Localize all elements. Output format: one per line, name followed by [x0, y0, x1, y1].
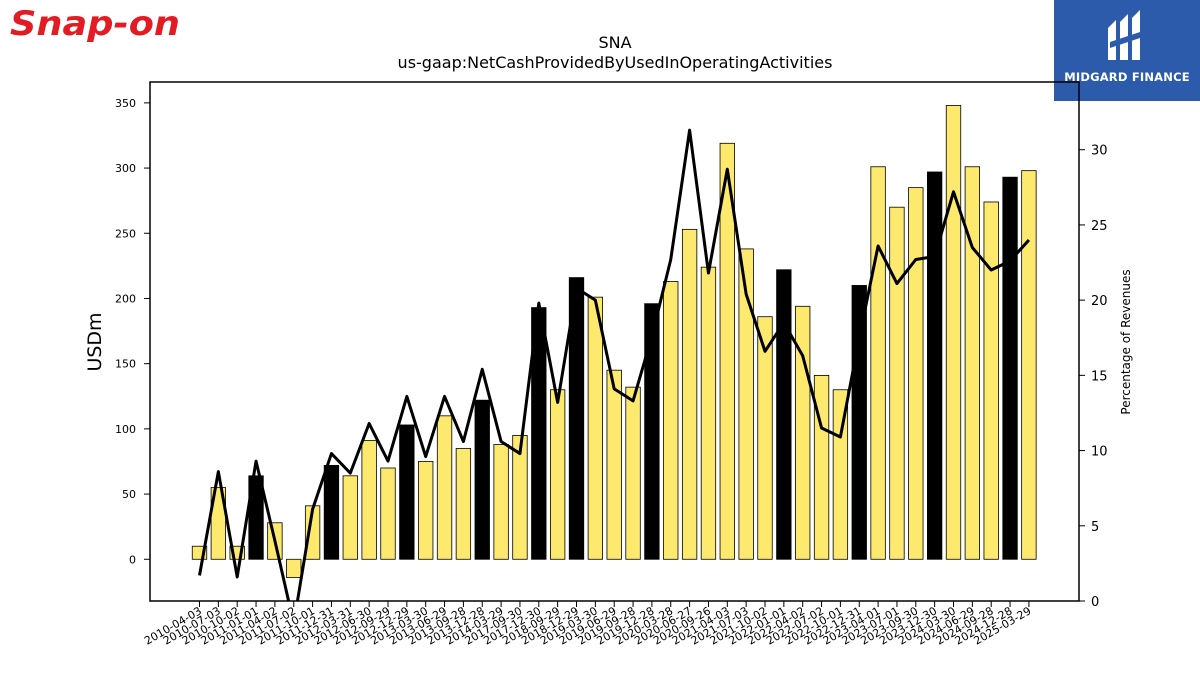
- bar-2018-12-29: [568, 277, 585, 560]
- y-tick-label: 200: [115, 292, 136, 305]
- bar-2013-09-28: [455, 448, 472, 560]
- bar-2021-10-02: [757, 316, 773, 560]
- bar-2024-09-28: [983, 201, 999, 560]
- bar-2024-06-29: [964, 166, 980, 560]
- y-tick-label: 350: [115, 97, 136, 110]
- bar-2012-06-30: [361, 440, 377, 560]
- midgard-finance-logo: MIDGARD FINANCE: [1054, 0, 1200, 101]
- bar-2011-12-31: [323, 464, 340, 560]
- y-tick-label: 250: [115, 227, 136, 240]
- bar-2019-09-28: [625, 386, 641, 560]
- bar-2022-10-01: [832, 389, 849, 560]
- bar-2012-09-29: [380, 467, 396, 560]
- bar-2021-04-03: [719, 142, 735, 560]
- y-axis-right: 0 5 10 15 20 25 30: [1079, 144, 1108, 610]
- bar-2025-03-29: [1021, 170, 1037, 560]
- bar-2013-03-30: [418, 461, 434, 560]
- bar-2013-12-28: [474, 399, 490, 560]
- bar-2023-04-01: [870, 166, 886, 560]
- chart-title: SNA: [598, 33, 631, 52]
- bar-2012-03-31: [342, 475, 358, 560]
- bar-2019-06-29: [606, 369, 622, 560]
- bar-2022-12-31: [851, 285, 867, 560]
- bar-2012-12-29: [399, 424, 415, 560]
- bar-2023-09-30: [908, 187, 924, 560]
- bar-2023-07-01: [889, 206, 905, 560]
- bar-2018-09-29: [550, 389, 566, 560]
- midgard-mark-icon: [1108, 10, 1140, 60]
- y2-tick-label: 0: [1091, 595, 1099, 610]
- y2-tick-label: 10: [1091, 445, 1108, 460]
- y-tick-label: 100: [115, 423, 136, 436]
- bar-2022-07-02: [813, 374, 830, 560]
- y-tick-label: 50: [122, 488, 136, 501]
- midgard-logo-text: MIDGARD FINANCE: [1064, 70, 1190, 84]
- y2-tick-label: 15: [1091, 369, 1108, 384]
- chart-subtitle: us-gaap:NetCashProvidedByUsedInOperating…: [398, 53, 833, 72]
- bar-2014-03-29: [493, 444, 509, 560]
- bars-layer: [191, 105, 1037, 578]
- bar-2019-03-30: [587, 296, 603, 560]
- line-layer: [198, 128, 1031, 601]
- snap-on-logo: Snap-on: [10, 4, 180, 44]
- y-axis-left: 0 50 100 150 200 250 300 350: [115, 97, 150, 566]
- bar-2011-01-01: [248, 475, 264, 560]
- bar-2024-03-30: [945, 105, 962, 560]
- bar-2010-07-03: [210, 487, 227, 560]
- y2-tick-label: 5: [1091, 520, 1099, 535]
- bar-2020-03-28: [663, 281, 679, 560]
- y2-tick-label: 20: [1091, 294, 1108, 309]
- x-axis: 2010-04-032010-07-032010-10-022011-01-01…: [142, 601, 1033, 648]
- bar-2020-09-26: [700, 266, 717, 560]
- y2-tick-label: 25: [1091, 219, 1108, 234]
- y2-tick-label: 30: [1091, 144, 1108, 159]
- bar-2024-12-28: [1002, 176, 1018, 560]
- bar-2017-09-30: [512, 434, 528, 560]
- y-tick-label: 300: [115, 162, 136, 175]
- bar-2013-06-29: [436, 415, 453, 560]
- pct-of-revenue-line: [198, 128, 1031, 601]
- bar-2022-01-01: [776, 269, 792, 560]
- y-axis-label: USDm: [84, 312, 106, 371]
- bar-2020-06-27: [681, 228, 698, 560]
- bar-2021-07-03: [738, 248, 754, 560]
- bar-2019-12-28: [644, 303, 660, 560]
- y-tick-label: 150: [115, 358, 136, 371]
- bar-2023-12-30: [927, 171, 943, 560]
- y2-axis-label: Percentage of Revenues: [1119, 269, 1133, 414]
- snap-on-logo-text: Snap-on: [10, 4, 180, 44]
- y-tick-label: 0: [129, 553, 136, 566]
- bar-2011-07-02: [286, 558, 302, 578]
